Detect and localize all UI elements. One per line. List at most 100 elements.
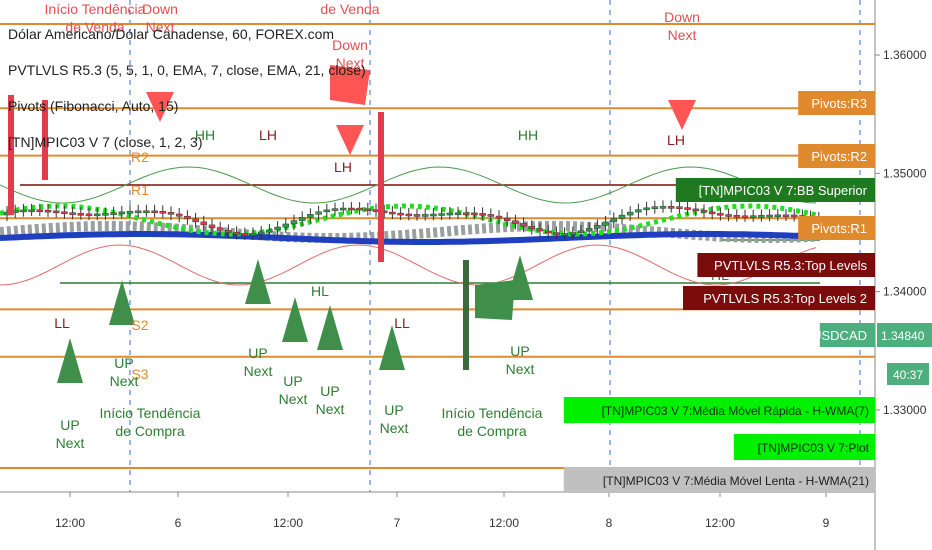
annotation-label: UP <box>60 417 79 433</box>
signal-bar <box>463 260 469 370</box>
countdown-tag <box>887 363 929 385</box>
candle <box>44 209 52 213</box>
annotation-label: UP <box>283 373 302 389</box>
candle <box>20 209 27 213</box>
annotation-label: Next <box>146 19 175 35</box>
annotation-label: Início Tendência <box>45 1 146 17</box>
x-tick-label: 12:00 <box>489 516 519 530</box>
candle <box>85 213 93 217</box>
candle <box>200 221 208 226</box>
right-tag-label: PVTLVLS R5.3:Top Levels 2 <box>703 291 867 306</box>
candle <box>708 211 716 215</box>
candle <box>69 212 76 215</box>
annotation-label: LL <box>54 315 70 331</box>
candle <box>413 214 421 217</box>
candle <box>348 207 355 211</box>
right-tag <box>683 286 875 310</box>
candle <box>733 215 741 218</box>
candle <box>315 211 322 215</box>
candle <box>774 214 782 218</box>
signal-bar <box>378 112 384 262</box>
moving-averages <box>0 166 817 286</box>
up-arrow <box>379 325 405 370</box>
candle <box>93 213 101 217</box>
indicator-pvtlvls-legend[interactable]: PVTLVLS R5.3 (5, 5, 1, 0, EMA, 7, close,… <box>8 62 366 78</box>
candle <box>143 210 150 214</box>
candle <box>175 213 183 217</box>
candle <box>233 232 240 235</box>
candle <box>134 210 142 214</box>
candle <box>528 225 536 230</box>
annotation-label: Next <box>110 373 139 389</box>
candle <box>684 207 691 210</box>
candle <box>307 214 314 218</box>
candle <box>454 212 462 216</box>
candle <box>659 206 667 209</box>
candle <box>503 217 511 221</box>
candle <box>667 206 675 209</box>
candle <box>266 229 273 233</box>
annotations: Início Tendência de Venda Down Next de Venda… <box>45 1 730 451</box>
annotation-label: Início Tendência <box>442 405 543 421</box>
candle <box>151 210 158 214</box>
candle <box>520 223 527 227</box>
x-tick-label: 12:00 <box>273 516 303 530</box>
annotation-label: Next <box>279 391 308 407</box>
indicator-pivots-legend[interactable]: Pivots (Fibonacci, Auto, 15) <box>8 98 179 114</box>
candle <box>561 233 568 236</box>
up-arrow <box>282 297 308 342</box>
signal-arrows <box>57 65 696 383</box>
candle <box>36 209 44 213</box>
candle <box>184 215 191 220</box>
candle <box>421 214 429 217</box>
candle <box>274 226 281 231</box>
candle <box>594 225 601 229</box>
candle <box>118 211 126 215</box>
candle <box>77 213 85 216</box>
annotation-label: Next <box>244 363 273 379</box>
candle <box>618 214 626 219</box>
bottom-tag-label: [TN]MPIC03 V 7:Média Móvel Lenta - H-WMA… <box>603 474 869 488</box>
candle <box>159 211 167 214</box>
bottom-tag <box>733 434 875 460</box>
annotation-label: HL <box>311 283 329 299</box>
annotation-label: de Venda <box>65 19 124 35</box>
candle <box>298 217 306 221</box>
right-tag <box>819 323 875 347</box>
right-tag-label: USDCAD <box>812 328 867 343</box>
candle <box>28 209 35 213</box>
x-tick-label: 9 <box>823 516 830 530</box>
annotation-label: Next <box>380 420 409 436</box>
candle <box>692 208 700 212</box>
candle <box>290 220 298 225</box>
bb-lower-line <box>0 244 817 286</box>
y-tick-label: 1.33000 <box>883 403 927 417</box>
x-tick-label: 6 <box>175 516 182 530</box>
x-tick-label: 12:00 <box>705 516 735 530</box>
candle <box>544 230 552 234</box>
annotation-label: LH <box>667 132 685 148</box>
annotation-label: Down <box>664 9 700 25</box>
indicator-mpic03-legend[interactable]: [TN]MPIC03 V 7 (close, 1, 2, 3) <box>8 134 203 150</box>
annotation-label: HH <box>195 127 215 143</box>
annotation-label: UP <box>320 383 339 399</box>
candle <box>717 213 724 216</box>
candle <box>462 212 470 216</box>
candle <box>397 212 404 216</box>
candle <box>61 211 68 214</box>
candle <box>782 214 790 218</box>
annotation-label: Next <box>56 435 85 451</box>
countdown-tag-label: 40:37 <box>893 368 923 382</box>
annotation-label: HH <box>518 127 538 143</box>
candle <box>208 224 216 229</box>
annotation-label: LH <box>259 127 277 143</box>
annotation-label: Next <box>316 401 345 417</box>
candle <box>536 228 544 232</box>
annotation-label: Down <box>332 37 368 53</box>
annotation-label: S2 <box>131 317 148 333</box>
annotation-label: Início Tendência <box>100 405 201 421</box>
price-tag-label: 1.34840 <box>881 329 925 343</box>
right-tag-label: Pivots:R3 <box>811 96 867 111</box>
right-tag-label: [TN]MPIC03 V 7:BB Superior <box>699 183 868 198</box>
